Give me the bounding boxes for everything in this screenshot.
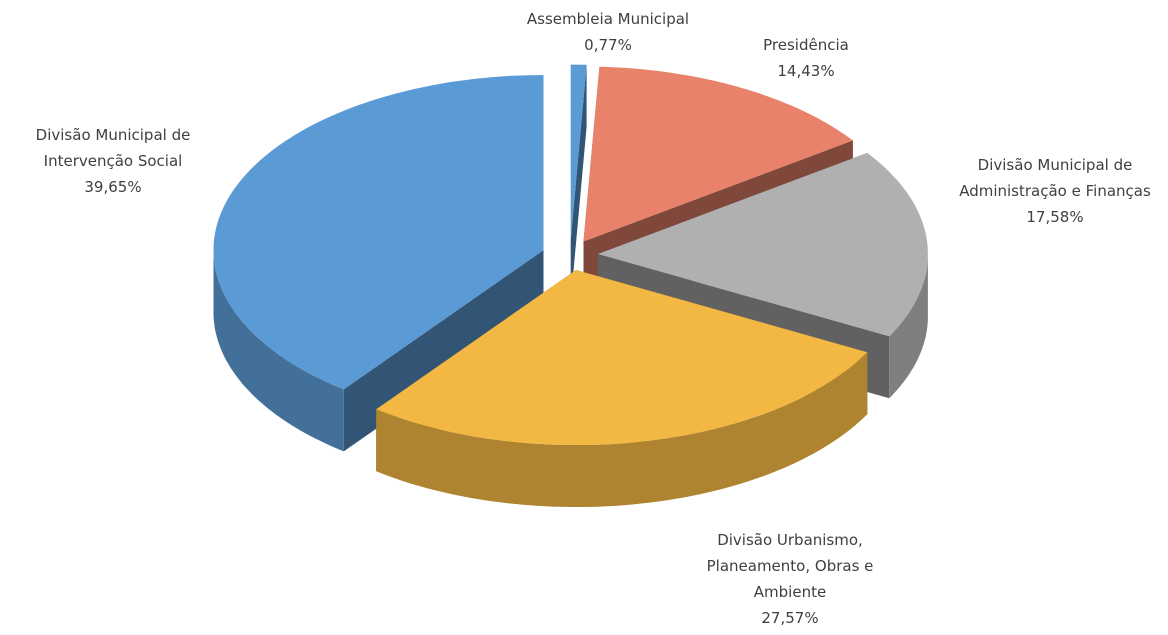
value-label: 14,43% bbox=[777, 62, 835, 80]
category-name: Divisão Municipal de Intervenção Social bbox=[35, 126, 191, 170]
value-label: 17,58% bbox=[1026, 208, 1084, 226]
category-name: Divisão Urbanismo, Planeamento, Obras e … bbox=[706, 531, 874, 601]
slice-label: Divisão Municipal de Administração e Fin… bbox=[955, 152, 1155, 230]
slice-side bbox=[570, 64, 587, 302]
slice-wall bbox=[376, 352, 868, 507]
value-label: 39,65% bbox=[84, 178, 142, 196]
category-name: Presidência bbox=[763, 36, 849, 54]
slice-label: Assembleia Municipal 0,77% bbox=[478, 6, 738, 58]
slice-top bbox=[597, 152, 928, 337]
pie-slice bbox=[376, 270, 868, 507]
slice-label: Divisão Municipal de Intervenção Social 3… bbox=[3, 122, 223, 200]
slice-label: Presidência 14,43% bbox=[726, 32, 886, 84]
slice-top bbox=[570, 64, 587, 240]
slice-top bbox=[583, 66, 853, 242]
slice-wall bbox=[889, 254, 928, 399]
slice-top bbox=[376, 270, 868, 445]
pie-slice bbox=[570, 64, 587, 302]
value-label: 0,77% bbox=[584, 36, 632, 54]
category-name: Assembleia Municipal bbox=[526, 10, 690, 28]
slice-top bbox=[213, 75, 544, 390]
slice-label: Divisão Urbanismo, Planeamento, Obras e … bbox=[675, 527, 905, 631]
slice-wall bbox=[213, 250, 344, 452]
category-name: Divisão Municipal de Administração e Fin… bbox=[959, 156, 1151, 200]
value-label: 27,57% bbox=[761, 609, 819, 627]
